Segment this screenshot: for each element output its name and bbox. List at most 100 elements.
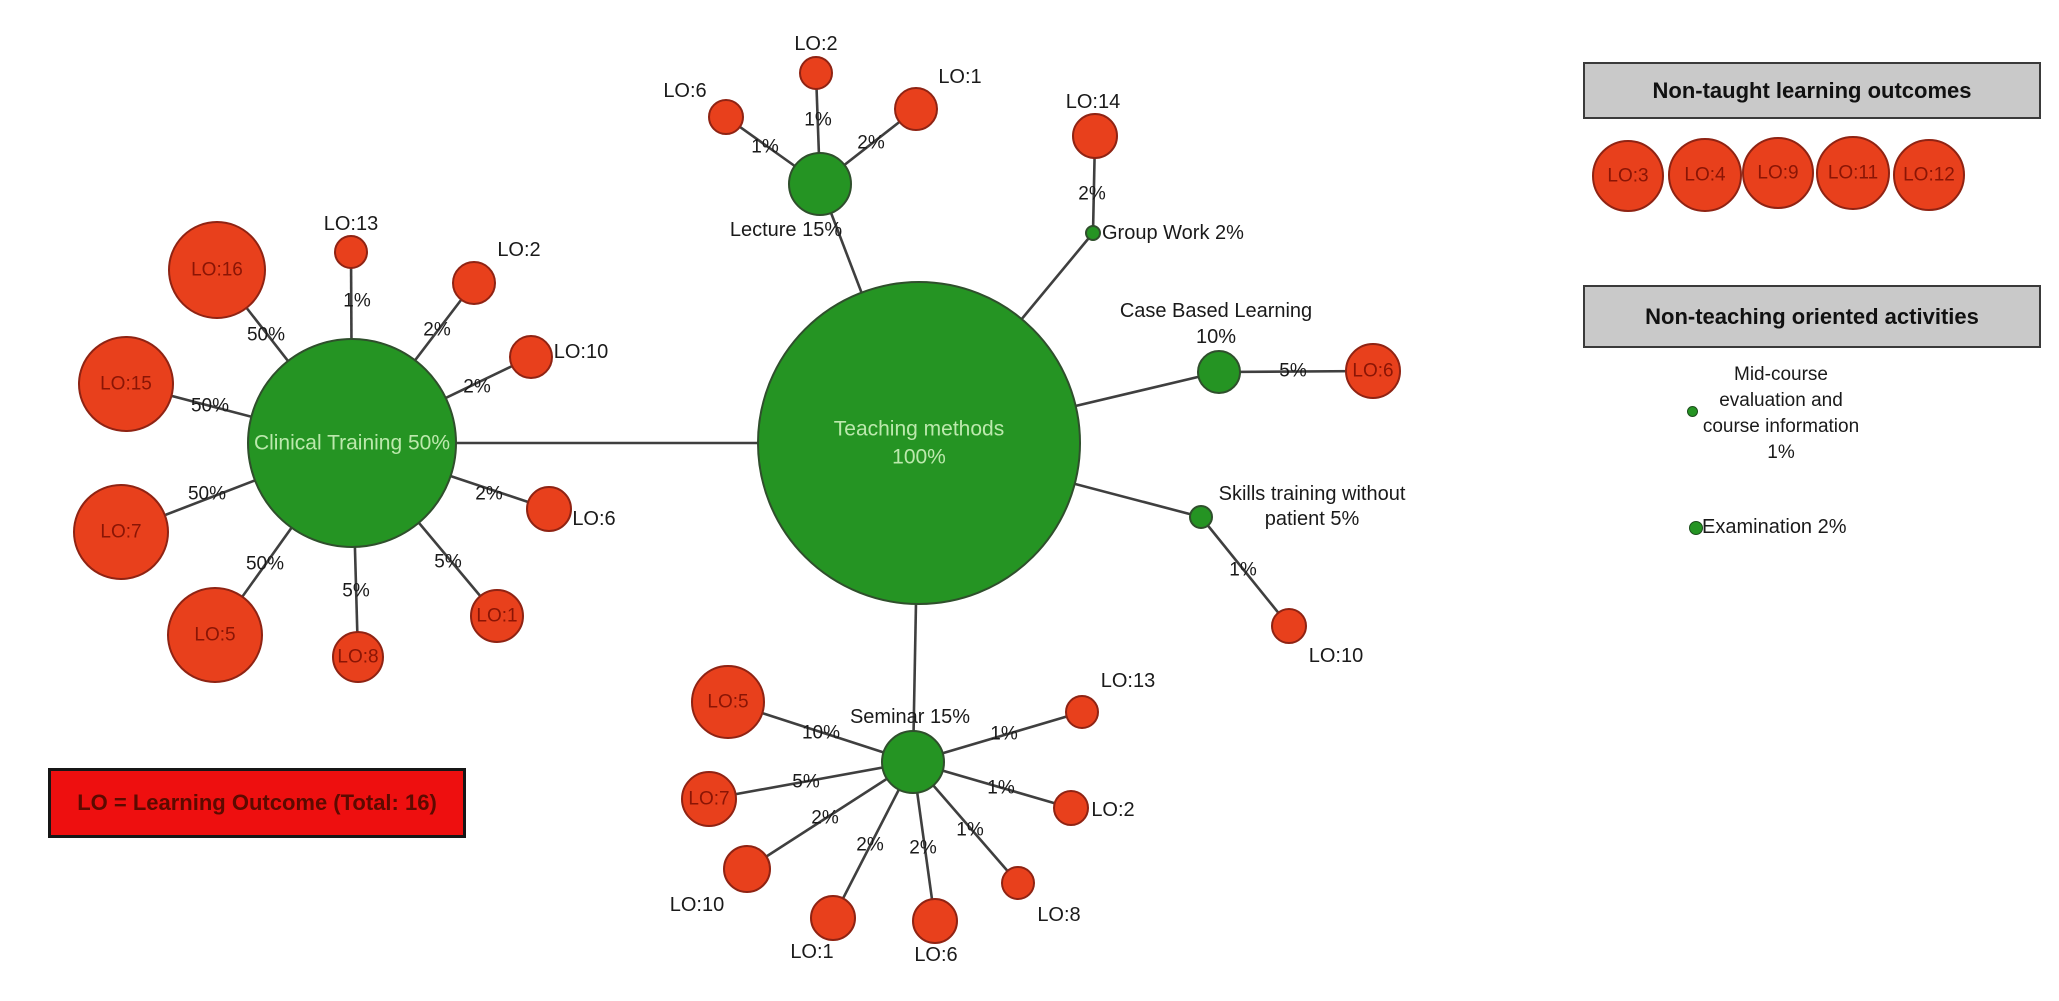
edge-seminar-se-lo7: [708, 760, 914, 801]
activity-midcourse-line2: evaluation and: [1719, 390, 1843, 411]
edge-skills-sk-lo10: [1199, 516, 1291, 627]
node-ct-lo1: [470, 589, 524, 643]
edge-label-lecture-lc-lo1: 2%: [857, 133, 885, 154]
label-ct-lo10: LO:10: [554, 341, 608, 363]
node-sk-lo10: [1271, 608, 1307, 644]
edge-label-seminar-se-lo10: 2%: [811, 808, 839, 829]
edge-label-lecture-lc-lo2: 1%: [804, 110, 832, 131]
node-label-ct-lo8: LO:8: [337, 647, 378, 668]
node-ct-lo5: [167, 587, 263, 683]
edge-label-clinical-ct-lo15: 50%: [191, 396, 229, 417]
midcourse-dot: [1687, 406, 1698, 417]
edge-label-seminar-se-lo7: 5%: [792, 772, 820, 793]
label-gw-lo14: LO:14: [1066, 91, 1120, 113]
node-label-nt-lo9: LO:9: [1757, 163, 1798, 184]
edge-label-seminar-se-lo6: 2%: [909, 838, 937, 859]
node-label-nt-lo4: LO:4: [1684, 165, 1726, 186]
edge-label-clinical-ct-lo7: 50%: [188, 484, 226, 505]
edge-label-cbl-cb-lo6: 5%: [1279, 361, 1307, 382]
label-cbl-line2: 10%: [1196, 326, 1236, 348]
activity-midcourse-line1: Mid-course: [1734, 364, 1828, 385]
node-se-lo13: [1065, 695, 1099, 729]
label-cbl-line1: Case Based Learning: [1120, 300, 1312, 322]
node-label-teaching: Teaching methods: [834, 418, 1004, 441]
node-label-se-lo7: LO:7: [688, 789, 729, 810]
label-se-lo1: LO:1: [790, 941, 833, 963]
label-se-lo6: LO:6: [914, 944, 957, 966]
node-nt-lo11: [1816, 136, 1890, 210]
node-ct-lo2: [452, 261, 496, 305]
label-se-lo2: LO:2: [1091, 799, 1134, 821]
node-label-se-lo5: LO:5: [707, 692, 748, 713]
edge-label-seminar-se-lo13: 1%: [990, 724, 1018, 745]
edge-label-clinical-ct-lo2: 2%: [423, 320, 451, 341]
edge-label-lecture-lc-lo6: 1%: [751, 137, 779, 158]
node-label-nt-lo3: LO:3: [1607, 166, 1648, 187]
label-ct-lo6: LO:6: [572, 508, 615, 530]
node-lc-lo1: [894, 87, 938, 131]
edge-label-seminar-se-lo5: 10%: [802, 723, 840, 744]
node-se-lo8: [1001, 866, 1035, 900]
node-cb-lo6: [1345, 343, 1401, 399]
non-taught-panel-header: Non-taught learning outcomes: [1583, 62, 2041, 119]
node-nt-lo9: [1742, 137, 1814, 209]
node-lc-lo2: [799, 56, 833, 90]
activity-midcourse-line4: 1%: [1767, 442, 1795, 463]
edge-label-clinical-ct-lo6: 2%: [475, 484, 503, 505]
node-clinical: [247, 338, 457, 548]
node-ct-lo6: [526, 486, 572, 532]
node-se-lo1: [810, 895, 856, 941]
legend-box: LO = Learning Outcome (Total: 16): [48, 768, 466, 838]
label-lc-lo1: LO:1: [938, 66, 981, 88]
activity-midcourse: Mid-course evaluation and course informa…: [1661, 362, 1901, 466]
edge-label-seminar-se-lo2: 1%: [987, 778, 1015, 799]
node-lc-lo6: [708, 99, 744, 135]
label-lc-lo6: LO:6: [663, 80, 706, 102]
activity-examination: Examination 2%: [1702, 516, 1847, 538]
edge-label-clinical-ct-lo1: 5%: [434, 552, 462, 573]
node-gw-lo14: [1072, 113, 1118, 159]
edge-label-clinical-ct-lo8: 5%: [342, 581, 370, 602]
node-label-ct-lo5: LO:5: [194, 625, 235, 646]
node-label-nt-lo11: LO:11: [1828, 163, 1878, 184]
node-label-ct-lo1: LO:1: [476, 606, 517, 627]
node-groupwork: [1085, 225, 1101, 241]
node-ct-lo7: [73, 484, 169, 580]
edge-seminar-se-lo10: [746, 760, 914, 871]
node-label-cb-lo6: LO:6: [1352, 361, 1393, 382]
node-label-ct-lo15: LO:15: [100, 374, 152, 395]
node-ct-lo13: [334, 235, 368, 269]
edge-label-seminar-se-lo8: 1%: [956, 820, 984, 841]
node-lecture: [788, 152, 852, 216]
label-ct-lo13: LO:13: [324, 213, 378, 235]
non-teaching-panel-header: Non-teaching oriented activities: [1583, 285, 2041, 348]
node-se-lo7: [681, 771, 737, 827]
label-se-lo8: LO:8: [1037, 904, 1080, 926]
node-se-lo6: [912, 898, 958, 944]
node-se-lo2: [1053, 790, 1089, 826]
examination-dot: [1689, 521, 1703, 535]
node-label-ct-lo7: LO:7: [100, 522, 141, 543]
edge-label-clinical-ct-lo10: 2%: [463, 377, 491, 398]
activity-midcourse-line3: course information: [1702, 416, 1860, 437]
node-ct-lo16: [168, 221, 266, 319]
edge-label-clinical-ct-lo5: 50%: [246, 554, 284, 575]
label-skills-line1: Skills training without: [1219, 483, 1406, 505]
node-se-lo10: [723, 845, 771, 893]
label-lecture: Lecture 15%: [730, 219, 843, 241]
activity-examination-line1: Examination 2%: [1702, 516, 1847, 538]
label-sk-lo10: LO:10: [1309, 645, 1363, 667]
edge-label-clinical-ct-lo13: 1%: [343, 291, 371, 312]
label-se-lo10: LO:10: [670, 894, 724, 916]
node-ct-lo10: [509, 335, 553, 379]
node-skills: [1189, 505, 1213, 529]
node-nt-lo4: [1668, 138, 1742, 212]
node-ct-lo15: [78, 336, 174, 432]
label-ct-lo2: LO:2: [497, 239, 540, 261]
edge-label-groupwork-gw-lo14: 2%: [1078, 184, 1106, 205]
label-skills-line2: patient 5%: [1265, 508, 1360, 530]
label-se-lo13: LO:13: [1101, 670, 1155, 692]
node-label-nt-lo12: LO:12: [1903, 165, 1955, 186]
